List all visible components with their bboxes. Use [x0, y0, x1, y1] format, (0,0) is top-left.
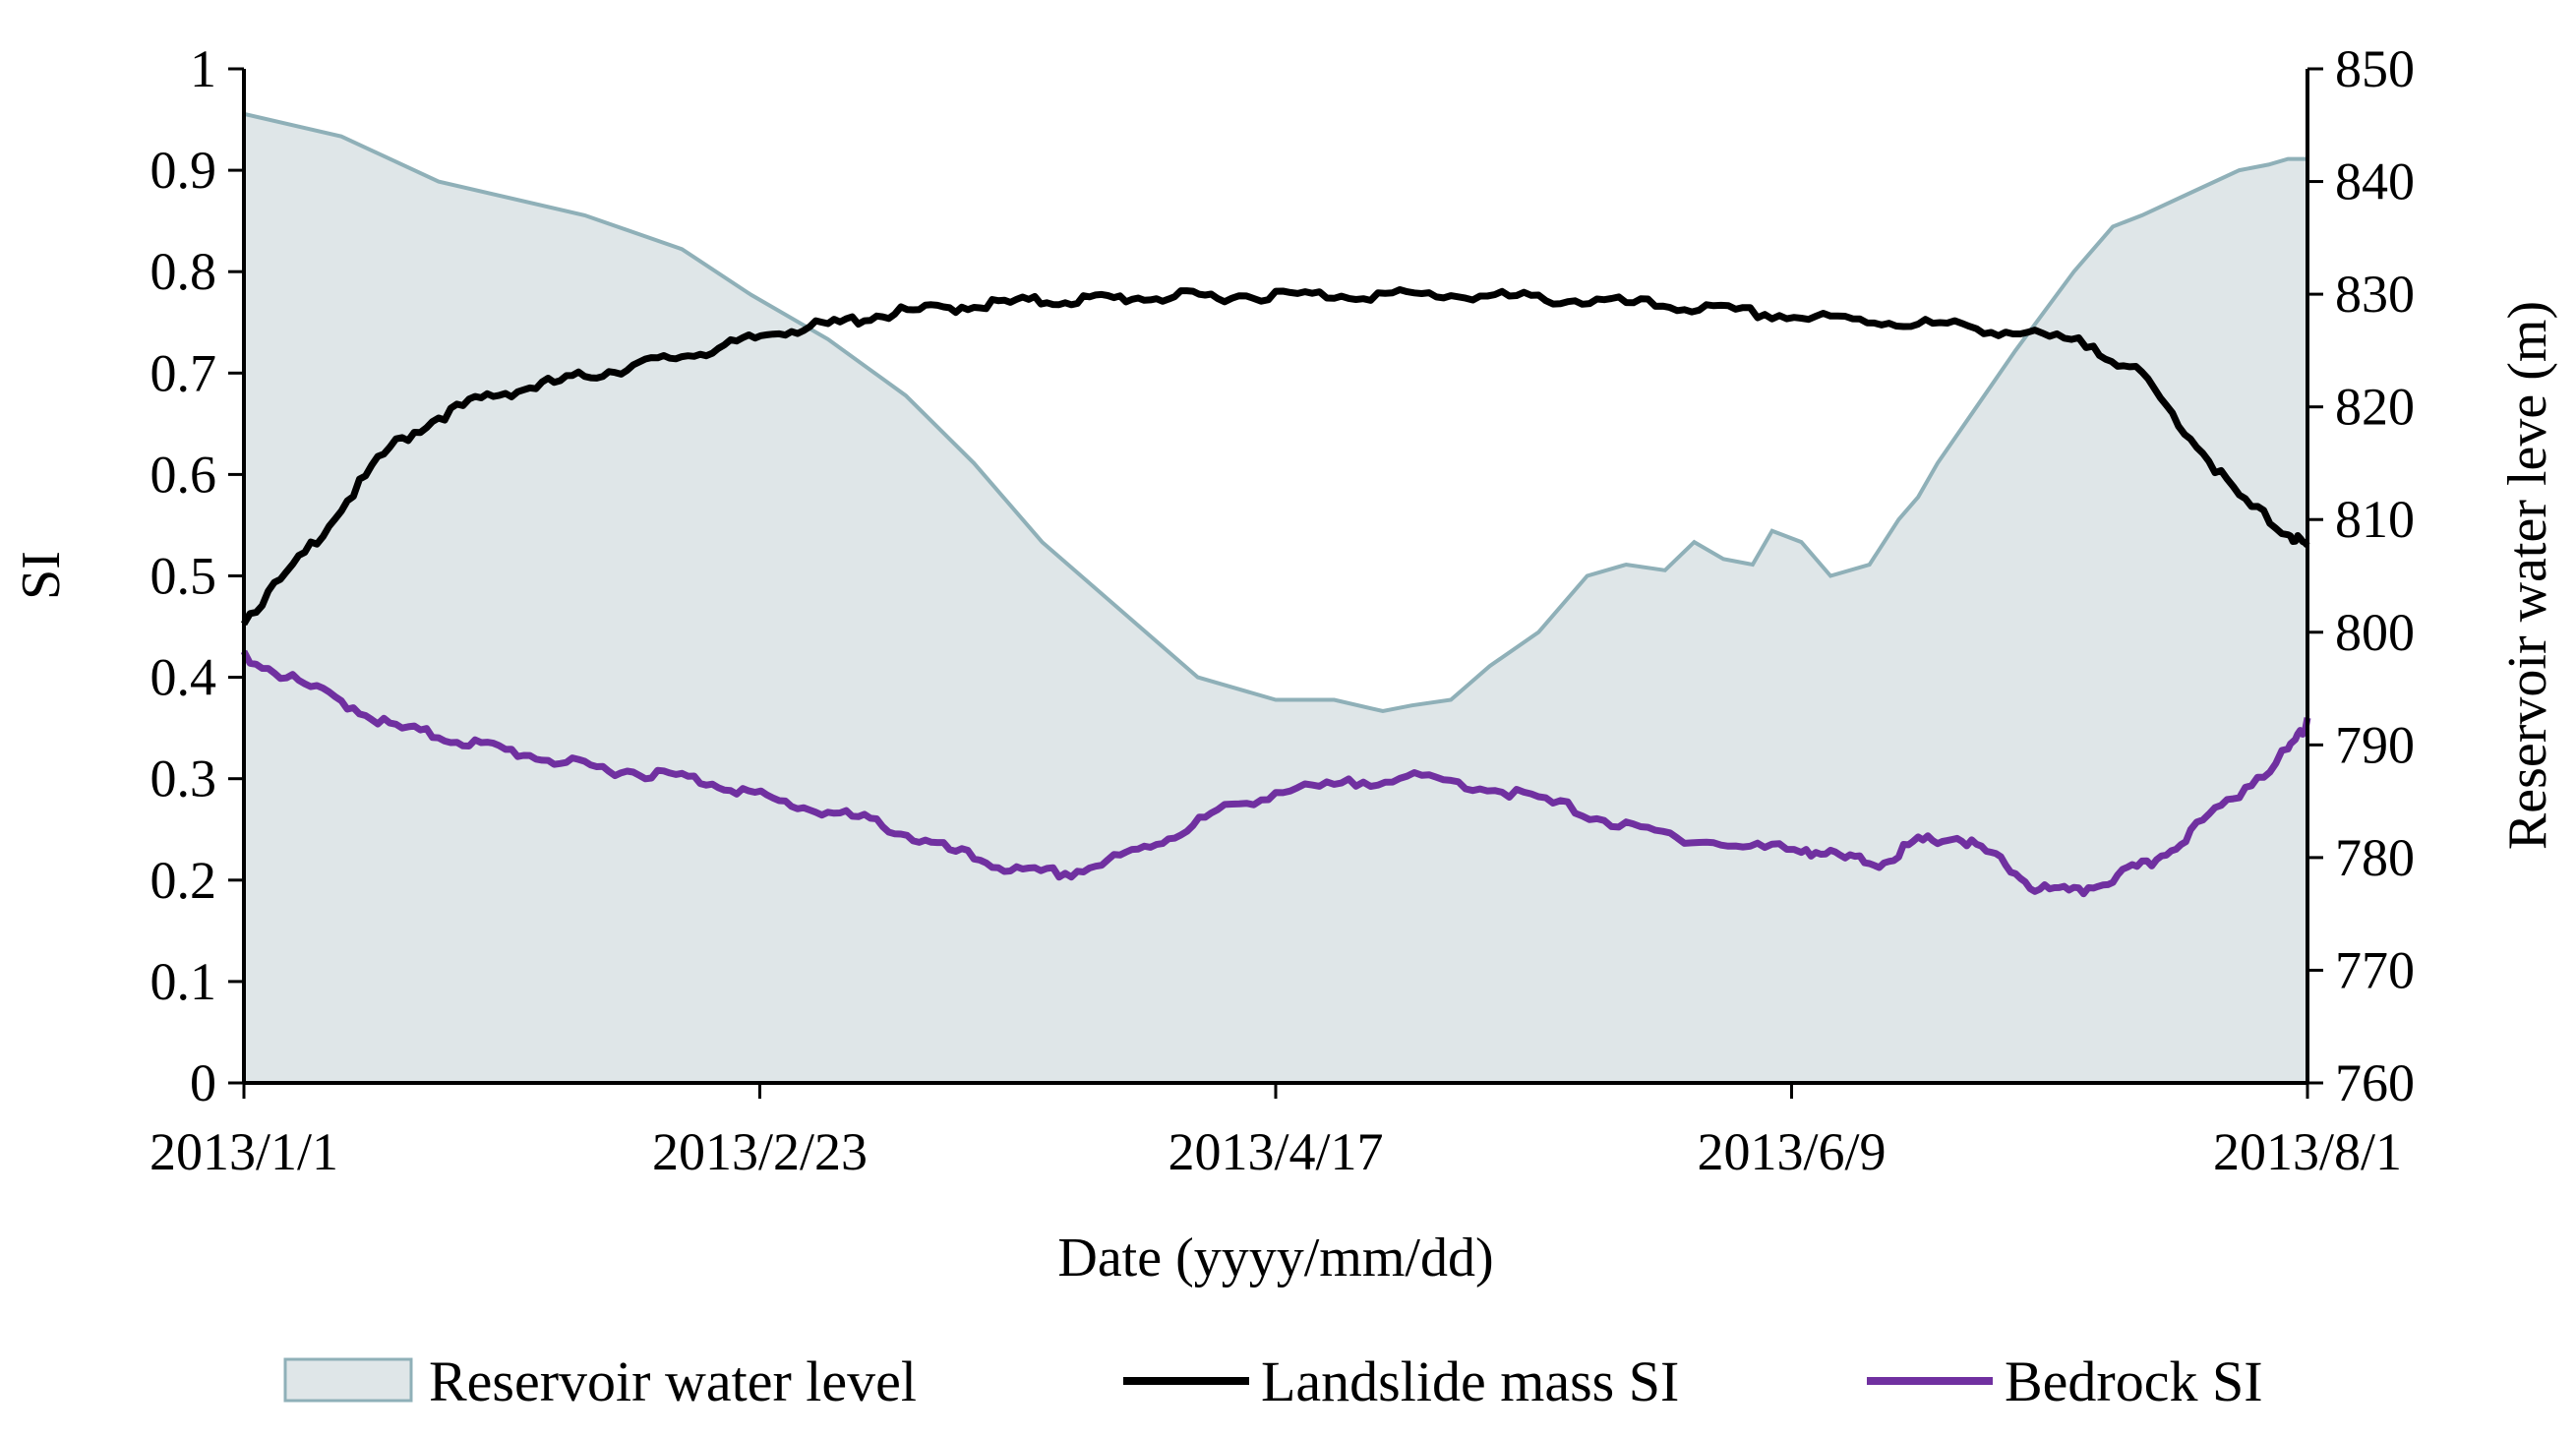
x-tick-label: 2013/1/1 — [150, 1122, 338, 1181]
y2-tick-label: 770 — [2335, 940, 2415, 999]
y2-tick-label: 810 — [2335, 490, 2415, 549]
x-axis-title: Date (yyyy/mm/dd) — [1057, 1228, 1493, 1288]
y-axis-title: SI — [11, 551, 72, 600]
y2-tick-label: 780 — [2335, 828, 2415, 887]
y2-tick-label: 820 — [2335, 378, 2415, 437]
x-tick-label: 2013/6/9 — [1697, 1122, 1886, 1181]
y2-axis-title: Reservoir water leve (m) — [2497, 301, 2558, 850]
axes: 0 0.1 0.2 0.3 0.4 0.5 0.6 0.7 0.8 0.9 1 760 770 780 79… — [150, 39, 2415, 1181]
legend-label-reservoir-water-level: Reservoir water level — [429, 1349, 917, 1413]
y-tick-label: 0.8 — [150, 242, 217, 301]
y2-tick-label: 790 — [2335, 715, 2415, 774]
y-tick-label: 0.3 — [150, 749, 217, 809]
y-tick-label: 0.6 — [150, 445, 217, 504]
y-tick-label: 1 — [190, 39, 216, 98]
series-line-landslide-mass-si — [240, 286, 2310, 627]
series-line-bedrock-si — [240, 649, 2311, 898]
x-tick-label: 2013/4/17 — [1168, 1122, 1383, 1181]
legend: Reservoir water level Landslide mass SI … — [283, 1349, 2263, 1413]
y-tick-label: 0.4 — [150, 648, 217, 707]
y-tick-label: 0 — [190, 1053, 216, 1112]
y2-tick-label: 830 — [2335, 265, 2415, 324]
y2-tick-label: 840 — [2335, 152, 2415, 211]
y-tick-label: 0.7 — [150, 343, 217, 402]
series-area-reservoir-water-level — [244, 113, 2307, 1084]
y2-tick-label: 760 — [2335, 1053, 2415, 1112]
legend-swatch-reservoir-water-level — [283, 1357, 413, 1403]
y-tick-label: 0.2 — [150, 851, 217, 910]
y2-tick-label: 800 — [2335, 603, 2415, 662]
legend-label-bedrock-si: Bedrock SI — [2005, 1349, 2263, 1413]
y-tick-label: 0.9 — [150, 141, 217, 200]
y-tick-label: 0.5 — [150, 547, 217, 606]
y-tick-label: 0.1 — [150, 952, 217, 1011]
plot-area — [240, 111, 2311, 1084]
x-tick-label: 2013/2/23 — [652, 1122, 868, 1181]
y2-tick-label: 850 — [2335, 39, 2415, 98]
legend-label-landslide-mass-si: Landslide mass SI — [1261, 1349, 1679, 1413]
x-tick-label: 2013/8/1 — [2213, 1122, 2402, 1181]
series-edge-reservoir-water-level — [243, 111, 2307, 714]
